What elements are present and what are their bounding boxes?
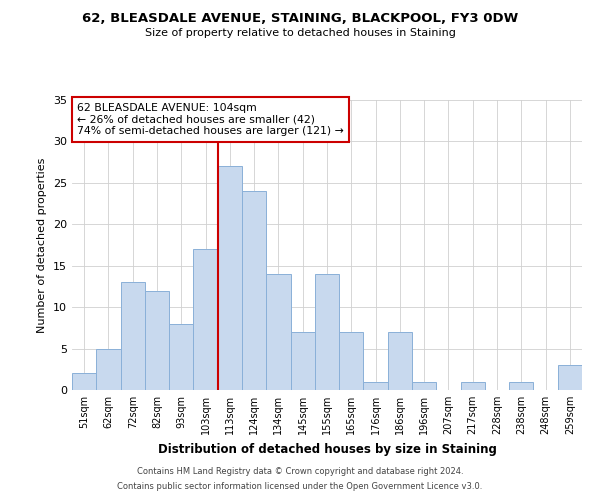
Text: 62, BLEASDALE AVENUE, STAINING, BLACKPOOL, FY3 0DW: 62, BLEASDALE AVENUE, STAINING, BLACKPOO… [82,12,518,26]
Bar [364,382,388,390]
Bar [266,274,290,390]
Bar [121,282,145,390]
Bar [193,249,218,390]
Text: Size of property relative to detached houses in Staining: Size of property relative to detached ho… [145,28,455,38]
Bar [290,332,315,390]
Text: Contains public sector information licensed under the Open Government Licence v3: Contains public sector information licen… [118,482,482,491]
Bar [461,382,485,390]
Bar [339,332,364,390]
Bar [388,332,412,390]
Bar [315,274,339,390]
Bar [558,365,582,390]
Bar [169,324,193,390]
Bar [412,382,436,390]
Bar [96,348,121,390]
Bar [145,290,169,390]
Bar [242,191,266,390]
Bar [218,166,242,390]
Bar [509,382,533,390]
Y-axis label: Number of detached properties: Number of detached properties [37,158,47,332]
Text: Contains HM Land Registry data © Crown copyright and database right 2024.: Contains HM Land Registry data © Crown c… [137,467,463,476]
Bar [72,374,96,390]
X-axis label: Distribution of detached houses by size in Staining: Distribution of detached houses by size … [158,442,496,456]
Text: 62 BLEASDALE AVENUE: 104sqm
← 26% of detached houses are smaller (42)
74% of sem: 62 BLEASDALE AVENUE: 104sqm ← 26% of det… [77,103,344,136]
